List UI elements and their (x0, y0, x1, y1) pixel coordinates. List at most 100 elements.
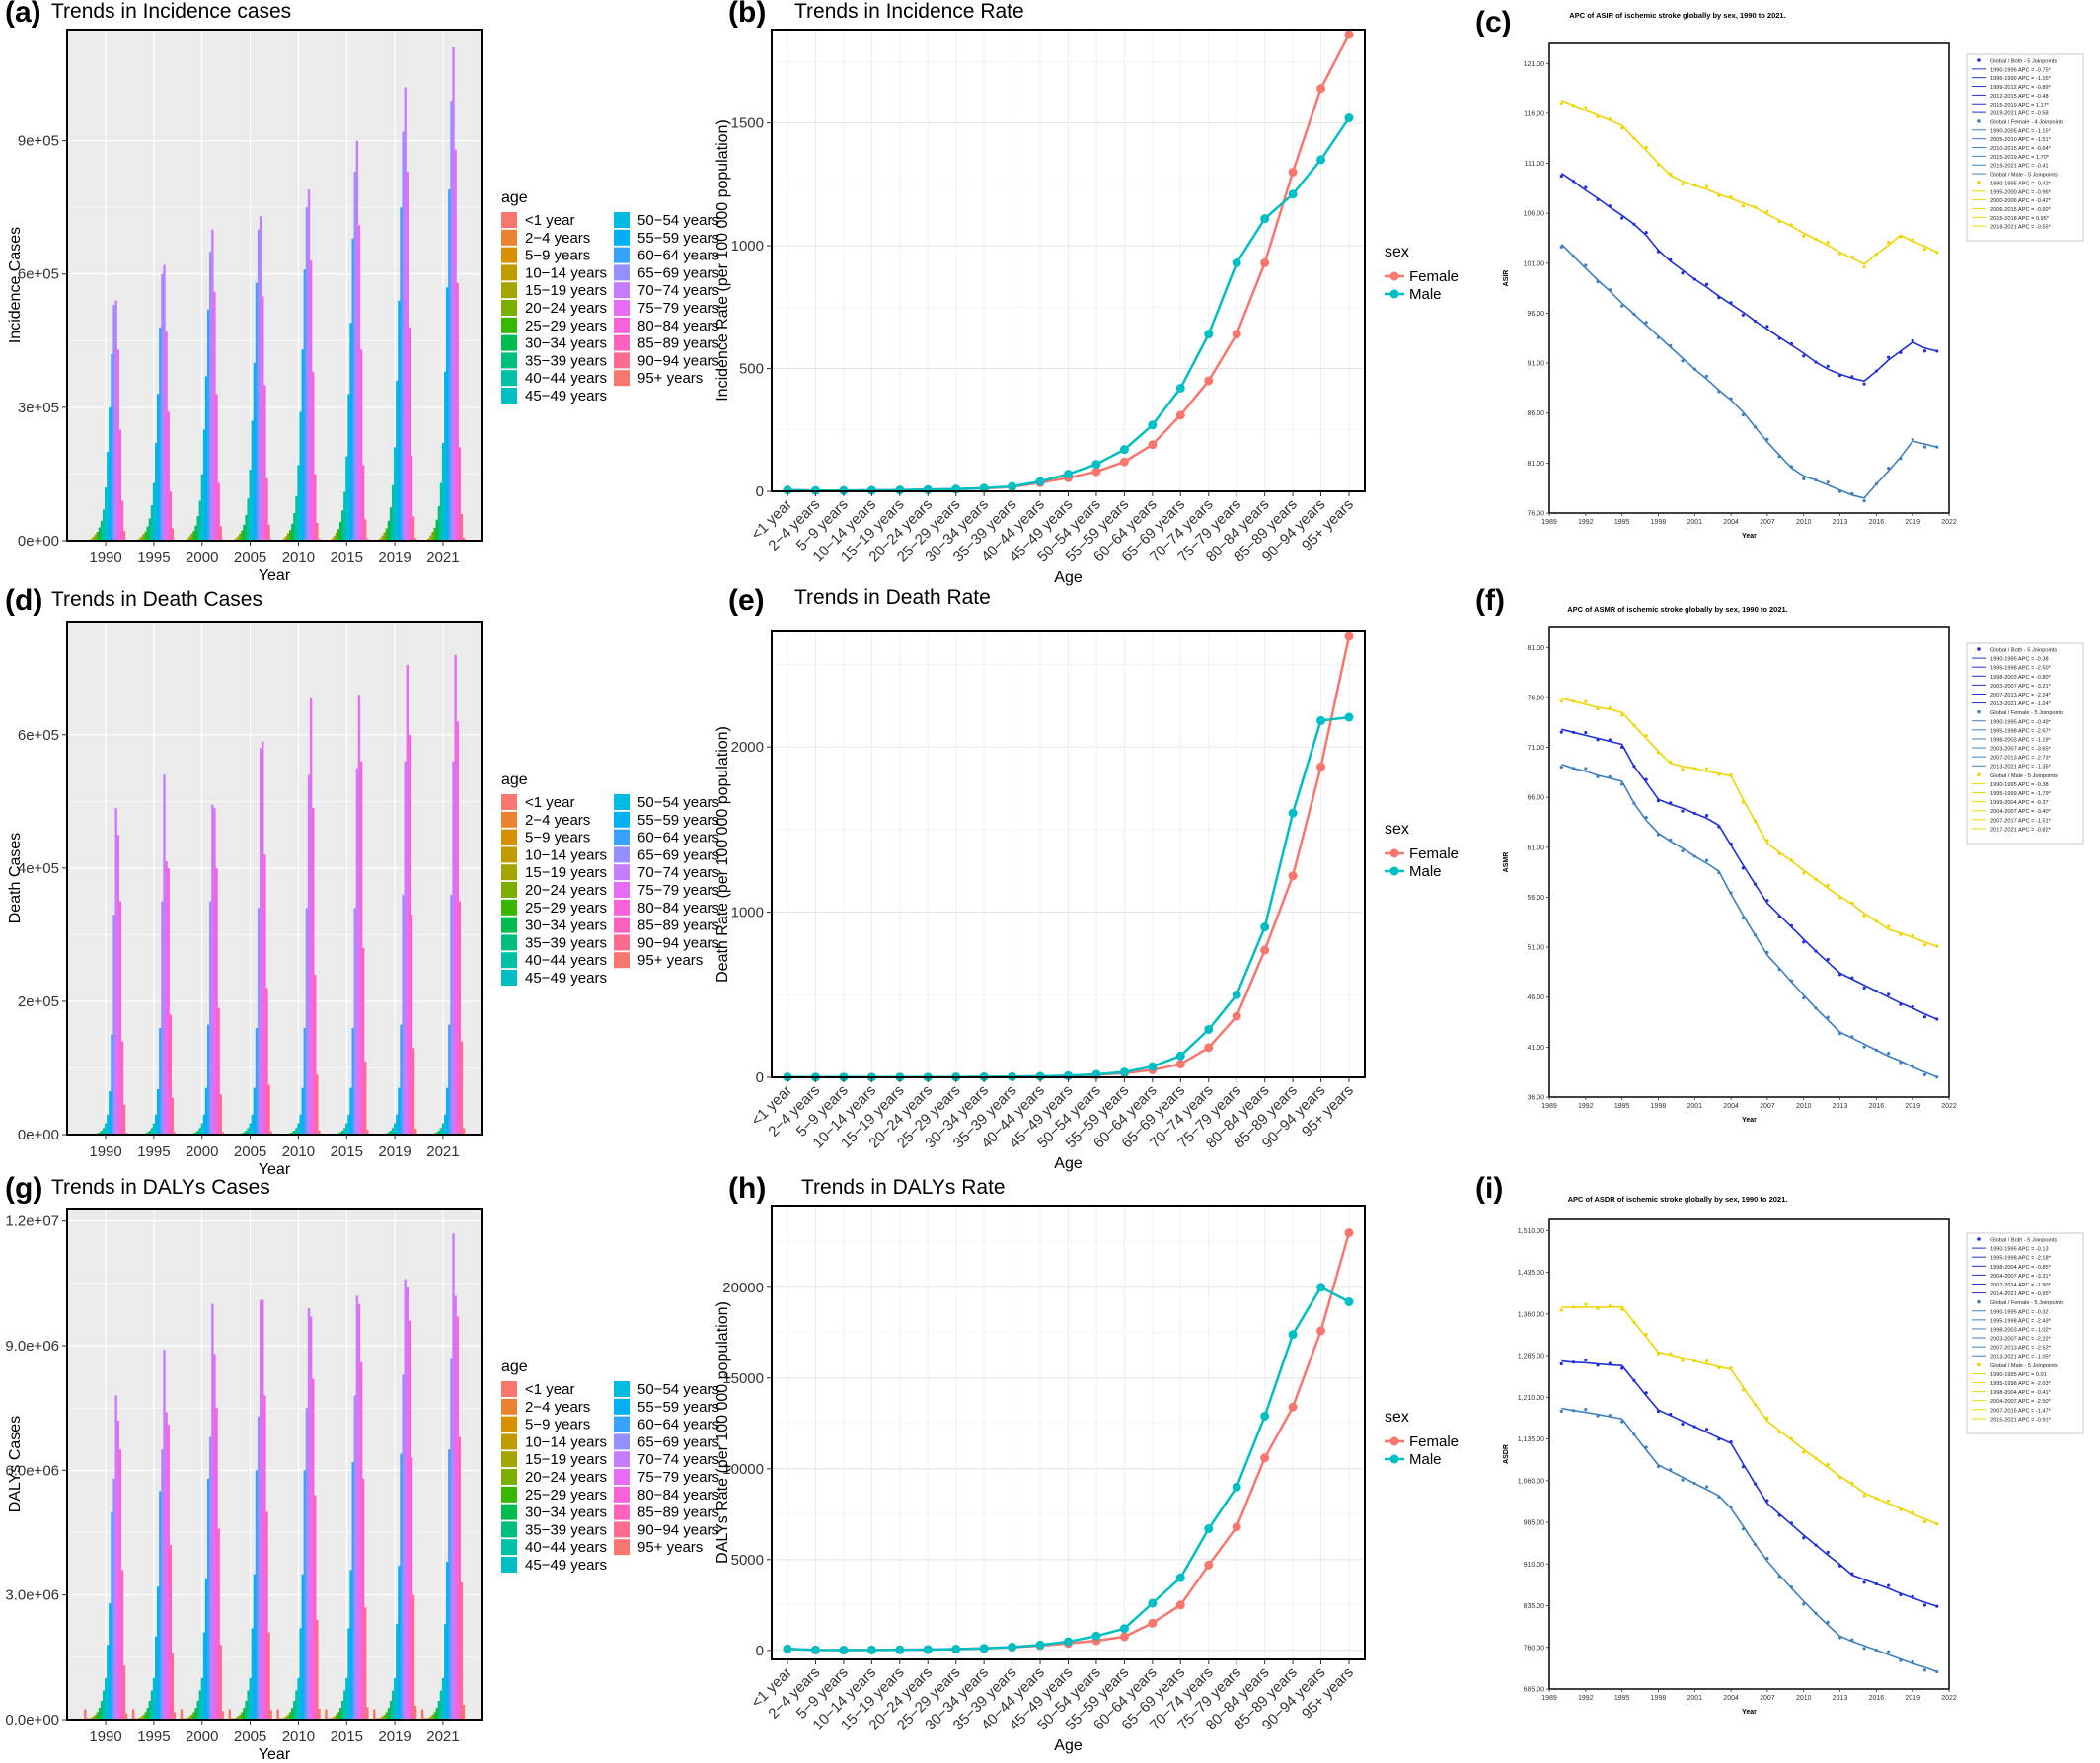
legend-label: 80−84 years (638, 1487, 719, 1504)
plot-frame (1548, 1218, 1950, 1690)
legend-swatch (614, 247, 630, 263)
data-point (1316, 84, 1326, 94)
bar (338, 1708, 342, 1720)
observed-point (1559, 174, 1563, 179)
observed-point (1935, 1017, 1939, 1021)
bar (122, 1104, 126, 1135)
x-tick-label: 2021 (426, 1143, 459, 1160)
bar (345, 1677, 348, 1720)
fitted-line (1561, 763, 1938, 1078)
legend-label: 10−14 years (525, 846, 607, 863)
bar (456, 1316, 459, 1720)
x-tick-label: 2015 (331, 550, 363, 566)
observed-point (1729, 301, 1733, 305)
observed-point (1717, 1366, 1721, 1370)
bar (241, 530, 244, 541)
bar (192, 1712, 195, 1720)
observed-point (1887, 241, 1891, 245)
bar (318, 1709, 321, 1720)
legend-label: 85−89 years (638, 918, 719, 934)
legend-label: 2000-2006 APC = -0.42* (1990, 198, 2052, 204)
observed-point (1729, 397, 1733, 401)
x-tick-label: 1990 (89, 1728, 121, 1745)
bar (295, 1690, 298, 1720)
observed-point (1922, 445, 1927, 449)
bar (114, 808, 117, 1135)
observed-point (1584, 185, 1588, 189)
legend-label: Male (1409, 1451, 1442, 1468)
observed-point (1911, 238, 1914, 242)
bar (148, 1130, 152, 1135)
legend-swatch (501, 864, 517, 881)
bar (215, 394, 218, 541)
bar (394, 1677, 397, 1720)
bar (353, 908, 356, 1135)
legend-swatch (501, 1521, 517, 1538)
observed-point (1789, 223, 1794, 227)
x-tick-label: 1989 (1541, 1695, 1557, 1702)
bar (420, 1709, 424, 1720)
observed-point (1814, 1006, 1818, 1010)
x-tick-label: 2019 (1905, 1103, 1920, 1110)
y-tick-label: 1,285.00 (1518, 1354, 1544, 1360)
observed-point (1596, 706, 1600, 711)
x-tick-label: 2001 (1687, 519, 1702, 526)
legend-label: 95+ years (638, 952, 703, 969)
bar (211, 229, 214, 541)
x-tick-label: 2013 (1833, 519, 1848, 526)
bar (142, 534, 145, 541)
legend-label: 2−4 years (525, 1399, 590, 1416)
bar (458, 1436, 462, 1720)
bar (462, 537, 466, 541)
x-tick-label: 2022 (1941, 519, 1957, 526)
observed-point (1911, 438, 1914, 442)
bar (404, 87, 407, 541)
legend-label: 10−14 years (525, 1433, 607, 1450)
observed-point (1620, 782, 1624, 786)
x-axis-label: Year (1742, 533, 1757, 540)
x-tick-label: 2021 (426, 1728, 459, 1745)
observed-point (1644, 321, 1648, 325)
x-tick-label: 2001 (1687, 1103, 1702, 1110)
legend-swatch (501, 1451, 517, 1468)
bar (291, 523, 294, 541)
bar (312, 371, 315, 541)
panel-title: Trends in Death Cases (51, 588, 262, 611)
observed-point (1765, 209, 1769, 213)
y-tick-label: 20000 (722, 1280, 764, 1296)
bar (316, 522, 319, 541)
legend-label: 15−19 years (525, 282, 607, 299)
y-tick-label: 1.2e+07 (5, 1213, 59, 1230)
y-tick-label: 685.00 (1524, 1687, 1545, 1694)
observed-point (1862, 265, 1866, 269)
legend-swatch (501, 229, 517, 246)
legend-label: 50−54 years (638, 794, 719, 811)
data-point (1008, 1642, 1017, 1652)
legend-label: 25−29 years (525, 900, 607, 917)
observed-point (1620, 1420, 1624, 1424)
legend-swatch (501, 212, 517, 228)
bar (196, 1701, 199, 1720)
legend-label: Female (1409, 845, 1459, 862)
x-tick-label: 2007 (1760, 519, 1775, 526)
legend-label: 1990-1995 APC = -0.49* (1990, 719, 2052, 725)
legend-label: 50−54 years (638, 1381, 719, 1398)
data-point (1260, 257, 1270, 267)
data-point (1119, 445, 1129, 455)
bar (433, 527, 436, 541)
observed-point (1596, 738, 1600, 742)
observed-point (1777, 336, 1781, 340)
bar (427, 538, 430, 541)
legend-swatch (614, 899, 630, 916)
legend-label: 2007-2013 APC = -2.52* (1990, 1346, 2052, 1352)
observed-point (1632, 723, 1636, 727)
bar (351, 238, 354, 541)
data-point (1091, 467, 1101, 477)
bar (458, 901, 462, 1135)
bar (263, 385, 266, 541)
observed-point (1838, 973, 1842, 977)
legend-label: 2003-2007 APC = -2.22* (1990, 1337, 2052, 1343)
bar (460, 1041, 464, 1135)
bar (398, 300, 401, 541)
